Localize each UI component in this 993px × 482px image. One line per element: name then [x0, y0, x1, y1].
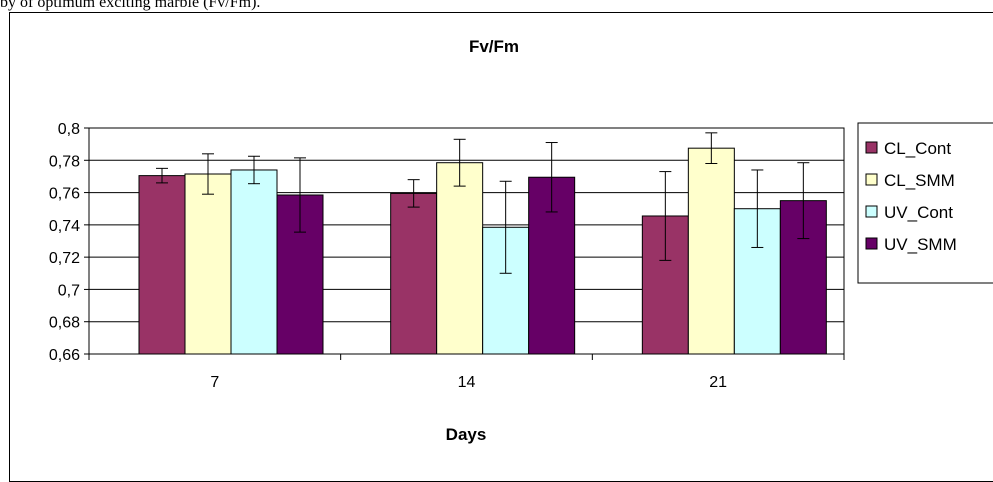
plot-area: 0,8 0,78 0,76 0,74 0,72 0,7 0,68 0,66 7 14 21: [49, 121, 845, 391]
legend-swatch: [865, 141, 878, 154]
legend-entry: UV_Cont: [884, 203, 953, 222]
legend-entry: CL_SMM: [884, 171, 955, 190]
figure-caption: by of optimum exciting marble (Fv/Fm).: [0, 0, 261, 11]
legend: CL_Cont CL_SMM UV_Cont UV_SMM: [857, 122, 993, 284]
legend-box: [857, 122, 993, 284]
legend-entry: CL_Cont: [884, 139, 951, 158]
bar-cl-smm: [687, 147, 735, 355]
y-tick-label: 0,74: [49, 218, 80, 235]
x-tick-label: 21: [709, 374, 727, 391]
bar-cl-smm: [184, 173, 232, 355]
y-tick-label: 0,8: [58, 121, 80, 138]
y-tick-label: 0,72: [49, 250, 80, 267]
legend-swatch: [865, 237, 878, 250]
x-tick-label: 14: [458, 374, 476, 391]
bar-cl-smm: [436, 162, 484, 355]
y-tick-label: 0,68: [49, 315, 80, 332]
y-tick-label: 0,7: [58, 282, 80, 299]
legend-swatch: [865, 205, 878, 218]
legend-swatch: [865, 173, 878, 186]
chart-title: Fv/Fm: [469, 37, 519, 56]
x-axis-label: Days: [446, 425, 487, 444]
bar-uv-cont: [230, 169, 278, 355]
y-tick-label: 0,66: [49, 347, 80, 364]
y-tick-label: 0,76: [49, 186, 80, 203]
bar-cl-cont: [390, 192, 438, 355]
x-tick-label: 7: [210, 374, 219, 391]
bar-cl-cont: [138, 175, 186, 355]
legend-entry: UV_SMM: [884, 235, 957, 254]
y-tick-label: 0,78: [49, 153, 80, 170]
